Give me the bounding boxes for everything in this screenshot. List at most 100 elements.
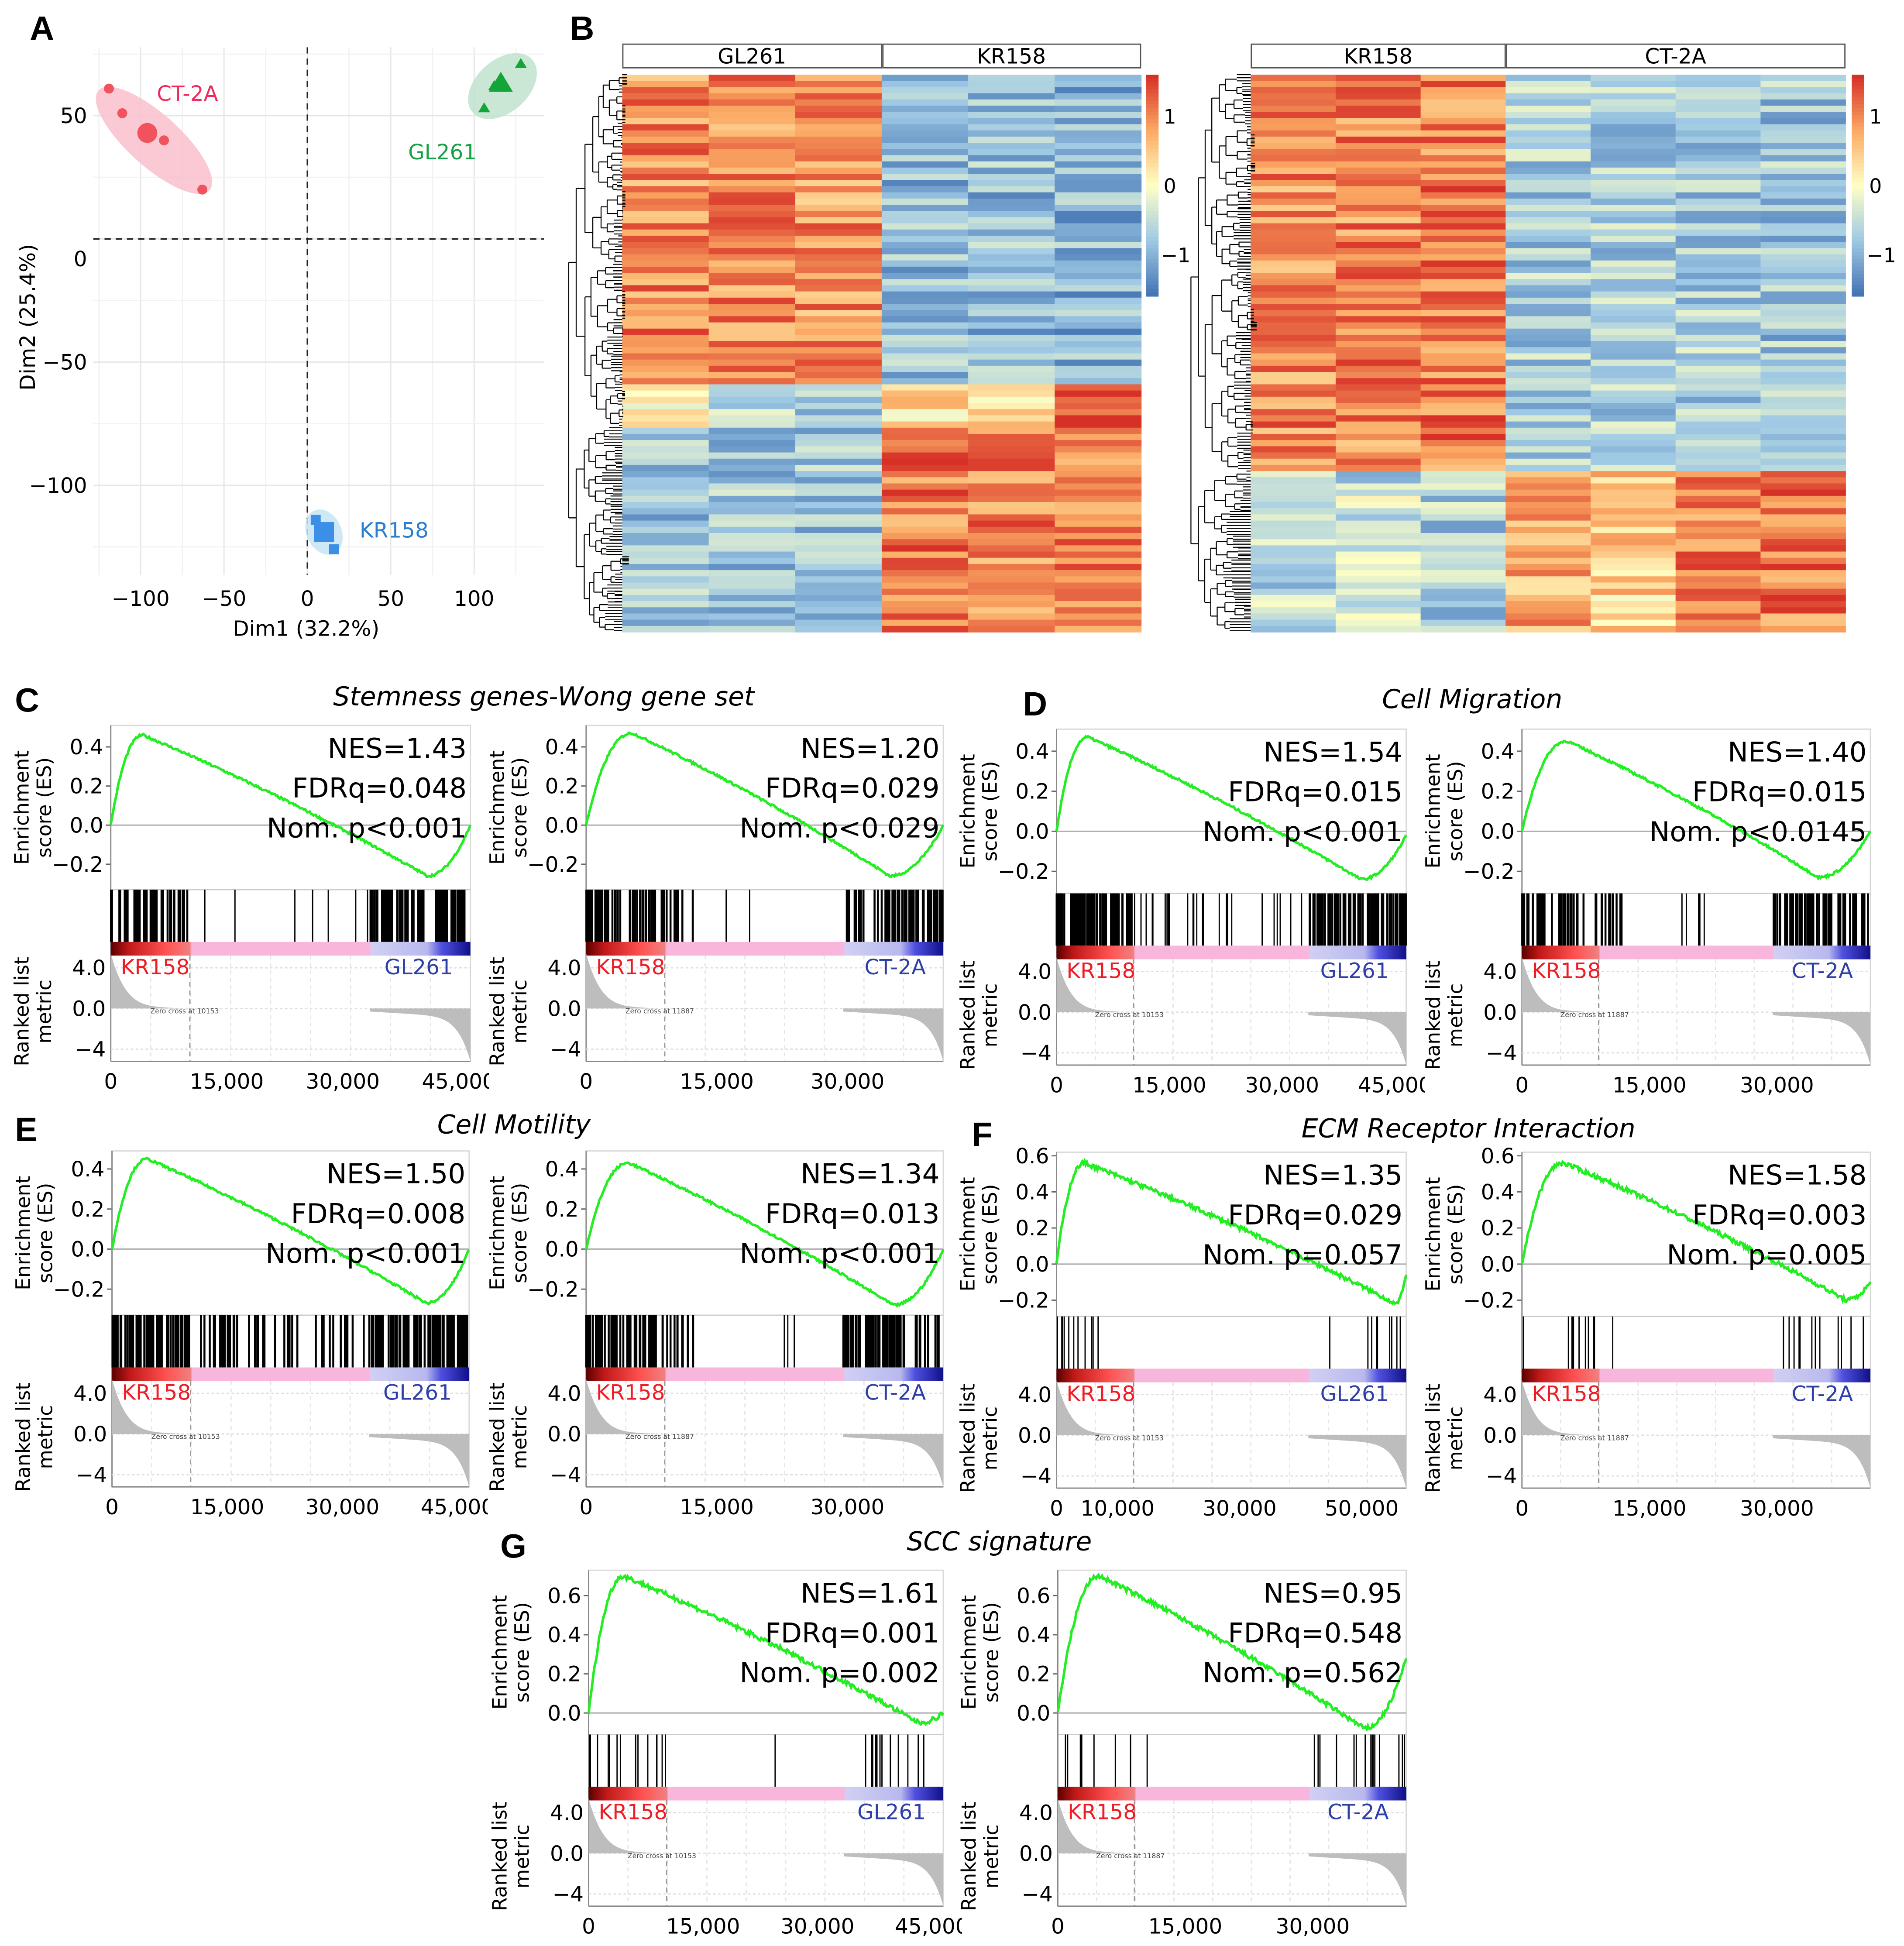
heatmap-cell: [1760, 87, 1846, 94]
heatmap-cell: [622, 471, 709, 478]
heatmap-cell: [1055, 372, 1142, 379]
heatmap-cell: [1251, 174, 1336, 181]
heatmap-cell: [708, 409, 796, 416]
colorbar-segment: [1852, 111, 1864, 116]
heatmap-cell: [881, 564, 969, 571]
heatmap-cell: [1760, 421, 1846, 428]
heatmap-cell: [881, 81, 969, 88]
heatmap-cell: [1055, 93, 1142, 100]
heatmap-cell: [708, 316, 796, 323]
heatmap-cell: [1675, 285, 1761, 292]
heatmap-cell: [1055, 310, 1142, 317]
heatmap-cell: [622, 595, 709, 602]
heatmap-cell: [881, 582, 969, 589]
heatmap-cell: [1251, 446, 1336, 453]
rank-tick-label: −4: [550, 1463, 581, 1487]
heatmap-cell: [1760, 291, 1846, 298]
heatmap-cell: [1760, 260, 1846, 267]
heatmap-cell: [968, 520, 1055, 527]
heatmap-cell: [1335, 118, 1421, 125]
heatmap-cell: [968, 192, 1055, 199]
colorbar-segment: [1852, 185, 1864, 190]
heatmap-cell: [1335, 235, 1421, 242]
heatmap-cell: [795, 266, 882, 273]
heatmap-cell: [1675, 582, 1761, 589]
heatmap-cell: [1251, 235, 1336, 242]
heatmap-cell: [1590, 316, 1676, 323]
es-tick-label: 0.2: [1481, 780, 1515, 804]
heatmap-cell: [1335, 526, 1421, 533]
heatmap-cell: [881, 409, 969, 416]
heatmap-cell: [881, 143, 969, 150]
heatmap-cell: [968, 396, 1055, 403]
heatmap-cell: [1055, 539, 1142, 546]
heatmap-cell: [1590, 433, 1676, 441]
ranked-list-color-band: [586, 1367, 944, 1381]
heatmap-cell: [1760, 204, 1846, 212]
colorbar-segment: [1146, 193, 1159, 197]
row-dendrogram: [568, 74, 629, 631]
heatmap-cell: [1505, 545, 1591, 552]
heatmap-cell: [622, 582, 709, 589]
es-tick-label: 0.2: [1017, 1662, 1050, 1687]
heatmap-cell: [881, 421, 969, 428]
heatmap-cell: [1335, 570, 1421, 577]
heatmap-cell: [708, 384, 796, 391]
heatmap-cell: [1590, 539, 1676, 546]
heatmap-cell: [1420, 235, 1506, 242]
colorbar-segment: [1146, 244, 1159, 249]
heatmap-cell: [1055, 471, 1142, 478]
heatmap-cell: [708, 204, 796, 212]
heatmap-cell: [1055, 266, 1142, 273]
heatmap-cell: [881, 514, 969, 521]
es-tick-label: 0.0: [70, 813, 103, 838]
heatmap-cell: [1505, 260, 1591, 267]
colorbar-segment: [1852, 237, 1864, 241]
heatmap-cell: [1055, 285, 1142, 292]
heatmap-cell: [881, 446, 969, 453]
heatmap-cell: [1055, 229, 1142, 236]
heatmap-cell: [1251, 279, 1336, 286]
heatmap-cell: [1251, 130, 1336, 137]
heatmap-cell: [1251, 322, 1336, 329]
heatmap-cell: [1760, 619, 1846, 626]
heatmap-cell: [1420, 551, 1506, 558]
heatmap-cell: [1675, 390, 1761, 397]
rank-tick-label: −4: [1021, 1464, 1052, 1489]
colorbar-segment: [1852, 174, 1864, 179]
heatmap-cell: [968, 254, 1055, 261]
heatmap-cell: [1760, 526, 1846, 533]
heatmap-cell: [1590, 446, 1676, 453]
rank-tick-label: −4: [1486, 1041, 1517, 1066]
rank-tick-label: 0.0: [1018, 1423, 1052, 1448]
colorbar-segment: [1146, 278, 1159, 282]
heatmap-cell: [1420, 304, 1506, 311]
heatmap-cell: [1675, 266, 1761, 273]
rank-axis-label: Ranked list: [10, 957, 34, 1066]
heatmap-cell: [1590, 112, 1676, 119]
heatmap-cell: [1420, 161, 1506, 168]
heatmap-cell: [1420, 229, 1506, 236]
heatmap-cell: [1675, 396, 1761, 403]
heatmap-cell: [1335, 180, 1421, 187]
heatmap-cell: [1590, 514, 1676, 521]
heatmap-cell: [881, 539, 969, 546]
heatmap-cell: [1251, 167, 1336, 174]
heatmap-cell: [1055, 557, 1142, 564]
heatmap-cell: [1251, 260, 1336, 267]
heatmap-cell: [1590, 322, 1676, 329]
heatmap-cell: [968, 626, 1055, 633]
colorbar-segment: [1852, 167, 1864, 172]
es-tick-label: 0.2: [545, 774, 579, 799]
heatmap-cell: [1420, 421, 1506, 428]
es-axis-label: score (ES): [508, 757, 531, 858]
heatmap-cell: [1251, 545, 1336, 552]
heatmap-cell: [1335, 155, 1421, 162]
colorbar-segment: [1146, 167, 1159, 172]
heatmap-cell: [1675, 545, 1761, 552]
heatmap-cell: [1505, 217, 1591, 224]
heatmap-cell: [1505, 143, 1591, 150]
heatmap-cell: [622, 328, 709, 335]
